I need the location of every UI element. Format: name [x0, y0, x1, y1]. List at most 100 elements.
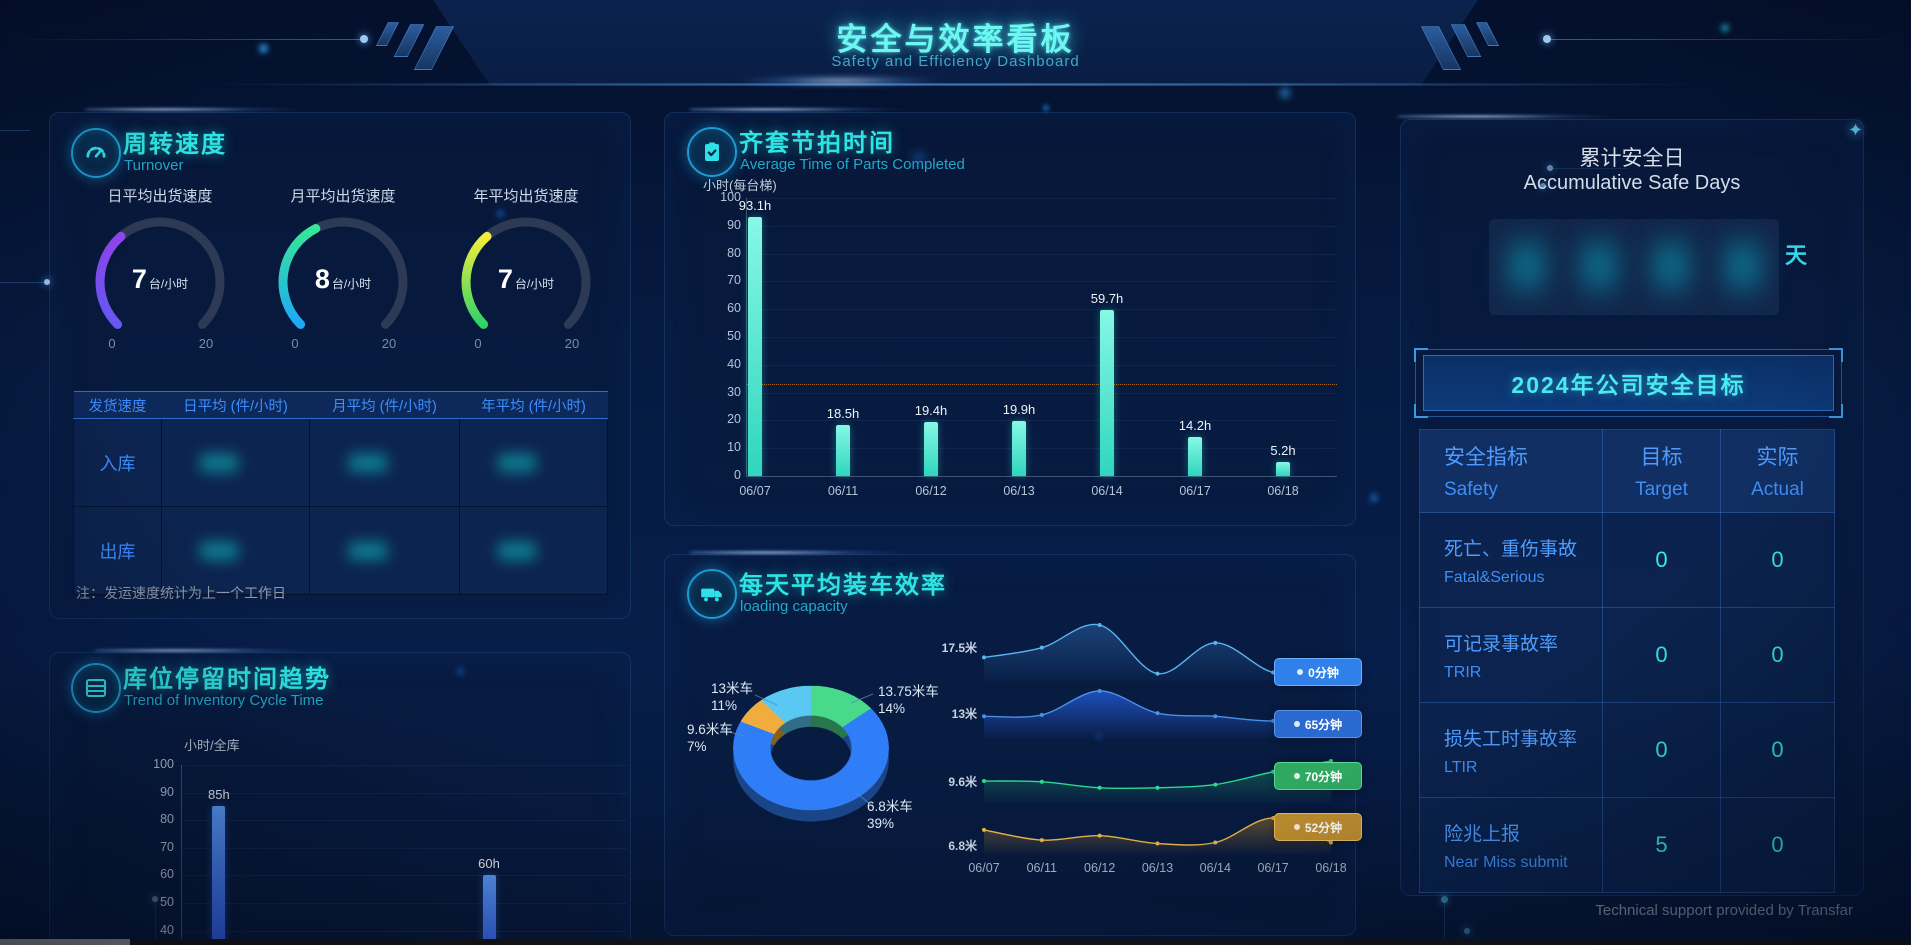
pie-slice-label: 6.8米车 39%: [867, 799, 913, 831]
table-row: 损失工时事故率 LTIR 0 0: [1419, 702, 1835, 798]
table-header-row: 安全指标 Safety 目标 Target 实际 Actual: [1419, 429, 1835, 513]
minutes-badge: 70分钟: [1274, 762, 1362, 790]
daily-shipping-gauge[interactable]: 7 台/小时 0 20: [75, 206, 245, 356]
column-header: 发货速度: [73, 391, 162, 419]
gauge-max-label: 20: [198, 336, 214, 351]
redacted-digit: [1573, 233, 1625, 299]
target-value: 0: [1602, 607, 1721, 703]
truck-mix-donut-chart[interactable]: [723, 678, 899, 822]
page-subtitle: Safety and Efficiency Dashboard: [831, 53, 1080, 70]
gauge-min-label: 0: [291, 336, 299, 351]
panel-title: 周转速度: [123, 131, 227, 158]
gauge-min-label: 0: [108, 336, 116, 351]
circuit-dot: [1547, 165, 1553, 171]
x-axis-date-label: 06/18: [1315, 861, 1347, 875]
donut-ring: [733, 685, 889, 811]
redacted-value: [498, 453, 537, 472]
header-band: [433, 0, 1478, 85]
redacted-value: [348, 453, 387, 472]
gauge-label: 年平均出货速度: [473, 188, 579, 205]
safety-goal-button[interactable]: 2024年公司安全目标: [1423, 355, 1834, 411]
gauge-max-label: 20: [564, 336, 580, 351]
minutes-badge: 52分钟: [1274, 813, 1362, 841]
table-header-row: 发货速度 日平均 (件/小时) 月平均 (件/小时) 年平均 (件/小时): [73, 391, 608, 419]
y-axis-unit-label: 小时/全库: [184, 738, 240, 753]
actual-value: 0: [1720, 607, 1835, 703]
table-row: 出库: [73, 506, 608, 595]
truck-icon: [687, 569, 737, 619]
circuit-trace: [0, 282, 46, 283]
redacted-digit: [1501, 233, 1553, 299]
metric-label: 险兆上报 Near Miss submit: [1419, 797, 1603, 893]
column-header: 年平均 (件/小时): [459, 391, 608, 419]
parts-takt-bar-chart[interactable]: 93.1h 06/07 18.5h 06/11 19.4h 06/12 19.9h 06/13…: [739, 198, 1337, 498]
safe-days-title-en: Accumulative Safe Days: [1523, 172, 1741, 194]
circuit-dot: [152, 896, 158, 902]
gauge-value: 7: [131, 264, 147, 294]
clipboard-check-icon: [687, 127, 737, 177]
redacted-value: [200, 541, 239, 560]
panel-subtitle: Trend of Inventory Cycle Time: [124, 692, 324, 709]
safety-panel: 累计安全日 Accumulative Safe Days 天 2024年公司安全…: [1400, 119, 1864, 896]
actual-value: 0: [1720, 512, 1835, 608]
panel-subtitle: Average Time of Parts Completed: [740, 156, 965, 173]
circuit-dot: [1543, 35, 1551, 43]
blurred-value-cell: [161, 506, 310, 595]
panel-title: 齐套节拍时间: [739, 130, 895, 157]
redacted-digit: [1717, 233, 1769, 299]
days-unit-label: 天: [1785, 243, 1808, 268]
table-row: 可记录事故率 TRIR 0 0: [1419, 607, 1835, 703]
gauge-icon: [71, 128, 121, 178]
redacted-value: [498, 541, 537, 560]
glow-particle: [1280, 88, 1290, 98]
corner-bracket: [1414, 348, 1428, 362]
minutes-badge: 0分钟: [1274, 658, 1362, 686]
safe-days-title-cn: 累计安全日: [1579, 147, 1685, 170]
pie-slice-label: 13米车 11%: [711, 681, 754, 713]
gauge-value: 8: [314, 264, 330, 294]
actual-value: 0: [1720, 797, 1835, 893]
column-header: 实际 Actual: [1720, 429, 1835, 513]
table-row: 险兆上报 Near Miss submit 5 0: [1419, 797, 1835, 893]
glow-particle: [1370, 494, 1378, 502]
header-glow-line: [0, 83, 1911, 86]
header-flare: [740, 76, 940, 86]
gauge-unit: 台/小时: [148, 277, 189, 291]
target-value: 0: [1602, 512, 1721, 608]
ridge-line-chart: [982, 689, 1333, 739]
horizontal-scrollbar[interactable]: [0, 939, 1911, 945]
ridge-line-chart: [982, 816, 1333, 854]
panel-title: 库位停留时间趋势: [123, 666, 331, 693]
metric-label: 可记录事故率 TRIR: [1419, 607, 1603, 703]
series-label: 17.5米: [941, 641, 977, 655]
inventory-bar-chart[interactable]: 85h 60h: [181, 765, 627, 945]
monthly-shipping-gauge[interactable]: 8 台/小时 0 20: [258, 206, 428, 356]
minutes-badge: 65分钟: [1274, 710, 1362, 738]
table-row: 死亡、重伤事故 Fatal&Serious 0 0: [1419, 512, 1835, 608]
corner-bracket: [1414, 404, 1428, 418]
glow-particle: [1043, 105, 1049, 111]
circuit-dot: [1540, 183, 1546, 189]
metric-label: 损失工时事故率 LTIR: [1419, 702, 1603, 798]
blurred-value-cell: [309, 418, 460, 507]
circuit-dot: [1464, 928, 1470, 934]
redacted-value: [348, 541, 387, 560]
blurred-value-cell: [459, 418, 608, 507]
actual-value: 0: [1720, 702, 1835, 798]
yearly-shipping-gauge[interactable]: 7 台/小时 0 20: [441, 206, 611, 356]
horizontal-scrollbar-thumb[interactable]: [0, 939, 130, 945]
panel-subtitle: Turnover: [124, 157, 184, 174]
x-axis-date-label: 06/12: [1084, 861, 1116, 875]
goal-button-frame: 2024年公司安全目标: [1414, 348, 1843, 418]
target-value: 5: [1602, 797, 1721, 893]
shelf-icon: [71, 663, 121, 713]
circuit-trace: [0, 130, 30, 131]
blurred-value-cell: [161, 418, 310, 507]
table-note: 注：发运速度统计为上一个工作日: [76, 585, 286, 601]
row-label: 入库: [73, 418, 162, 507]
gauge-min-label: 0: [474, 336, 482, 351]
corner-bracket: [1829, 348, 1843, 362]
loading-ridge-charts[interactable]: 17.5米 0分钟 13米 65分钟 9.6米 70分钟 6.8米 52分钟 06/07 0…: [665, 555, 1362, 935]
pie-slice-label: 13.75米车 14%: [878, 684, 939, 716]
